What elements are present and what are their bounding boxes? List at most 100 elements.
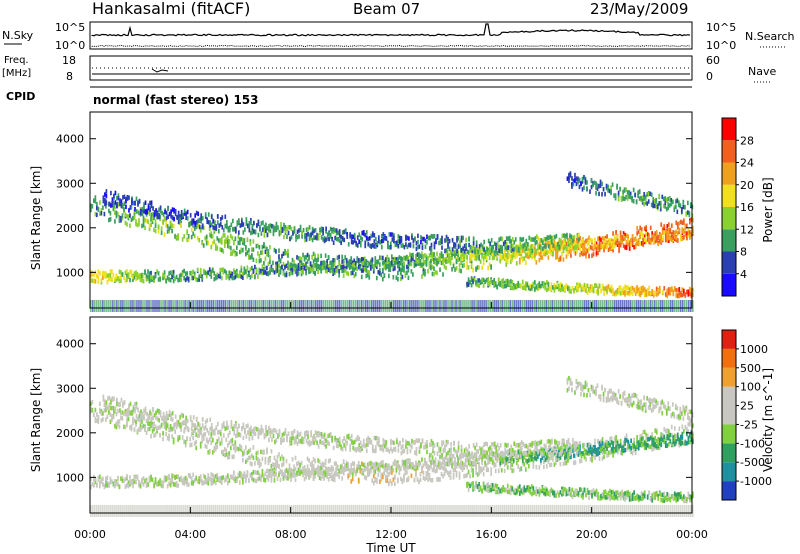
range-gate-cell — [499, 281, 502, 286]
range-gate-cell — [588, 286, 590, 292]
range-gate-cell — [490, 265, 493, 270]
range-gate-cell — [379, 240, 382, 245]
range-gate-cell — [570, 253, 572, 258]
range-gate-cell — [145, 273, 148, 279]
range-gate-cell — [297, 266, 300, 271]
range-gate-cell — [487, 276, 490, 282]
range-gate-cell — [97, 269, 100, 274]
range-gate-cell — [204, 236, 207, 241]
ground-scatter-cell — [198, 299, 200, 312]
range-gate-cell — [144, 426, 146, 431]
range-gate-cell — [511, 462, 514, 468]
range-gate-cell — [163, 270, 166, 275]
ground-scatter-cell — [617, 299, 620, 312]
ground-scatter-cell — [132, 299, 134, 312]
range-gate-cell — [592, 286, 595, 292]
range-gate-cell — [576, 239, 578, 244]
range-gate-cell — [536, 283, 539, 288]
range-gate-cell — [222, 269, 225, 275]
range-gate-cell — [660, 236, 663, 241]
ground-scatter-cell — [106, 299, 108, 312]
range-gate-cell — [278, 452, 280, 457]
range-gate-cell — [145, 418, 148, 424]
range-gate-cell — [371, 257, 374, 262]
range-gate-cell — [585, 254, 587, 259]
range-gate-cell — [129, 269, 131, 275]
range-gate-cell — [154, 228, 157, 234]
range-gate-cell — [243, 238, 246, 243]
ground-scatter-cell — [685, 299, 688, 312]
range-gate-cell — [237, 240, 240, 246]
range-gate-cell — [350, 270, 353, 276]
range-gate-cell — [472, 278, 474, 284]
range-gate-cell — [407, 477, 410, 482]
range-gate-cell — [658, 193, 661, 199]
range-gate-cell — [577, 284, 580, 290]
range-gate-cell — [169, 482, 172, 488]
range-gate-cell — [646, 201, 649, 206]
range-gate-cell — [158, 207, 160, 212]
range-gate-cell — [544, 284, 547, 290]
range-gate-cell — [278, 272, 280, 278]
range-gate-cell — [234, 444, 237, 449]
range-gate-cell — [305, 227, 308, 232]
ground-scatter-cell — [160, 504, 162, 517]
range-gate-cell — [555, 233, 558, 239]
range-gate-cell — [529, 252, 532, 257]
range-gate-cell — [661, 289, 664, 295]
range-gate-cell — [308, 233, 311, 238]
range-gate-cell — [240, 248, 243, 254]
range-gate-cell — [195, 277, 198, 282]
ground-scatter-cell — [551, 299, 554, 312]
range-gate-cell — [155, 211, 157, 217]
range-gate-cell — [625, 433, 628, 438]
range-gate-cell — [476, 246, 479, 252]
range-gate-cell — [501, 236, 504, 242]
range-gate-cell — [449, 475, 452, 480]
range-gate-cell — [330, 260, 333, 265]
range-gate-cell — [148, 415, 151, 421]
range-gate-cell — [552, 247, 554, 253]
range-gate-cell — [249, 255, 252, 260]
ground-scatter-cell — [348, 504, 351, 517]
ground-scatter-cell — [286, 299, 289, 312]
range-gate-cell — [563, 239, 565, 244]
range-gate-cell — [568, 178, 570, 184]
range-gate-cell — [363, 266, 366, 272]
range-gate-cell — [237, 230, 240, 235]
range-gate-cell — [291, 267, 294, 273]
range-gate-cell — [135, 221, 137, 227]
range-gate-cell — [496, 253, 499, 258]
range-gate-cell — [105, 204, 107, 209]
range-gate-cell — [291, 270, 294, 276]
range-gate-cell — [651, 432, 654, 437]
range-gate-cell — [120, 270, 122, 275]
range-gate-cell — [366, 272, 369, 278]
ground-scatter-cell — [545, 504, 548, 517]
range-gate-cell — [676, 222, 679, 227]
range-gate-cell — [282, 456, 285, 462]
range-gate-cell — [573, 248, 575, 254]
range-gate-cell — [648, 237, 651, 242]
ground-scatter-cell — [497, 504, 499, 517]
range-gate-cell — [443, 471, 446, 477]
range-gate-cell — [499, 236, 502, 241]
range-gate-cell — [180, 277, 182, 282]
range-gate-cell — [135, 209, 138, 214]
range-gate-cell — [539, 249, 542, 255]
range-gate-cell — [655, 229, 658, 235]
ground-scatter-cell — [222, 504, 225, 517]
range-gate-cell — [463, 256, 465, 261]
ground-scatter-cell — [148, 504, 150, 517]
range-gate-cell — [508, 280, 511, 285]
ground-scatter-cell — [288, 504, 291, 517]
ground-scatter-cell — [563, 504, 566, 517]
range-gate-cell — [436, 258, 438, 263]
range-gate-cell — [499, 258, 502, 264]
ground-scatter-cell — [513, 299, 516, 312]
range-gate-cell — [212, 219, 215, 224]
range-gate-cell — [329, 458, 331, 463]
ground-scatter-cell — [324, 299, 327, 312]
ground-scatter-cell — [346, 504, 349, 517]
nsky-tick-top: 10^5 — [55, 21, 85, 34]
